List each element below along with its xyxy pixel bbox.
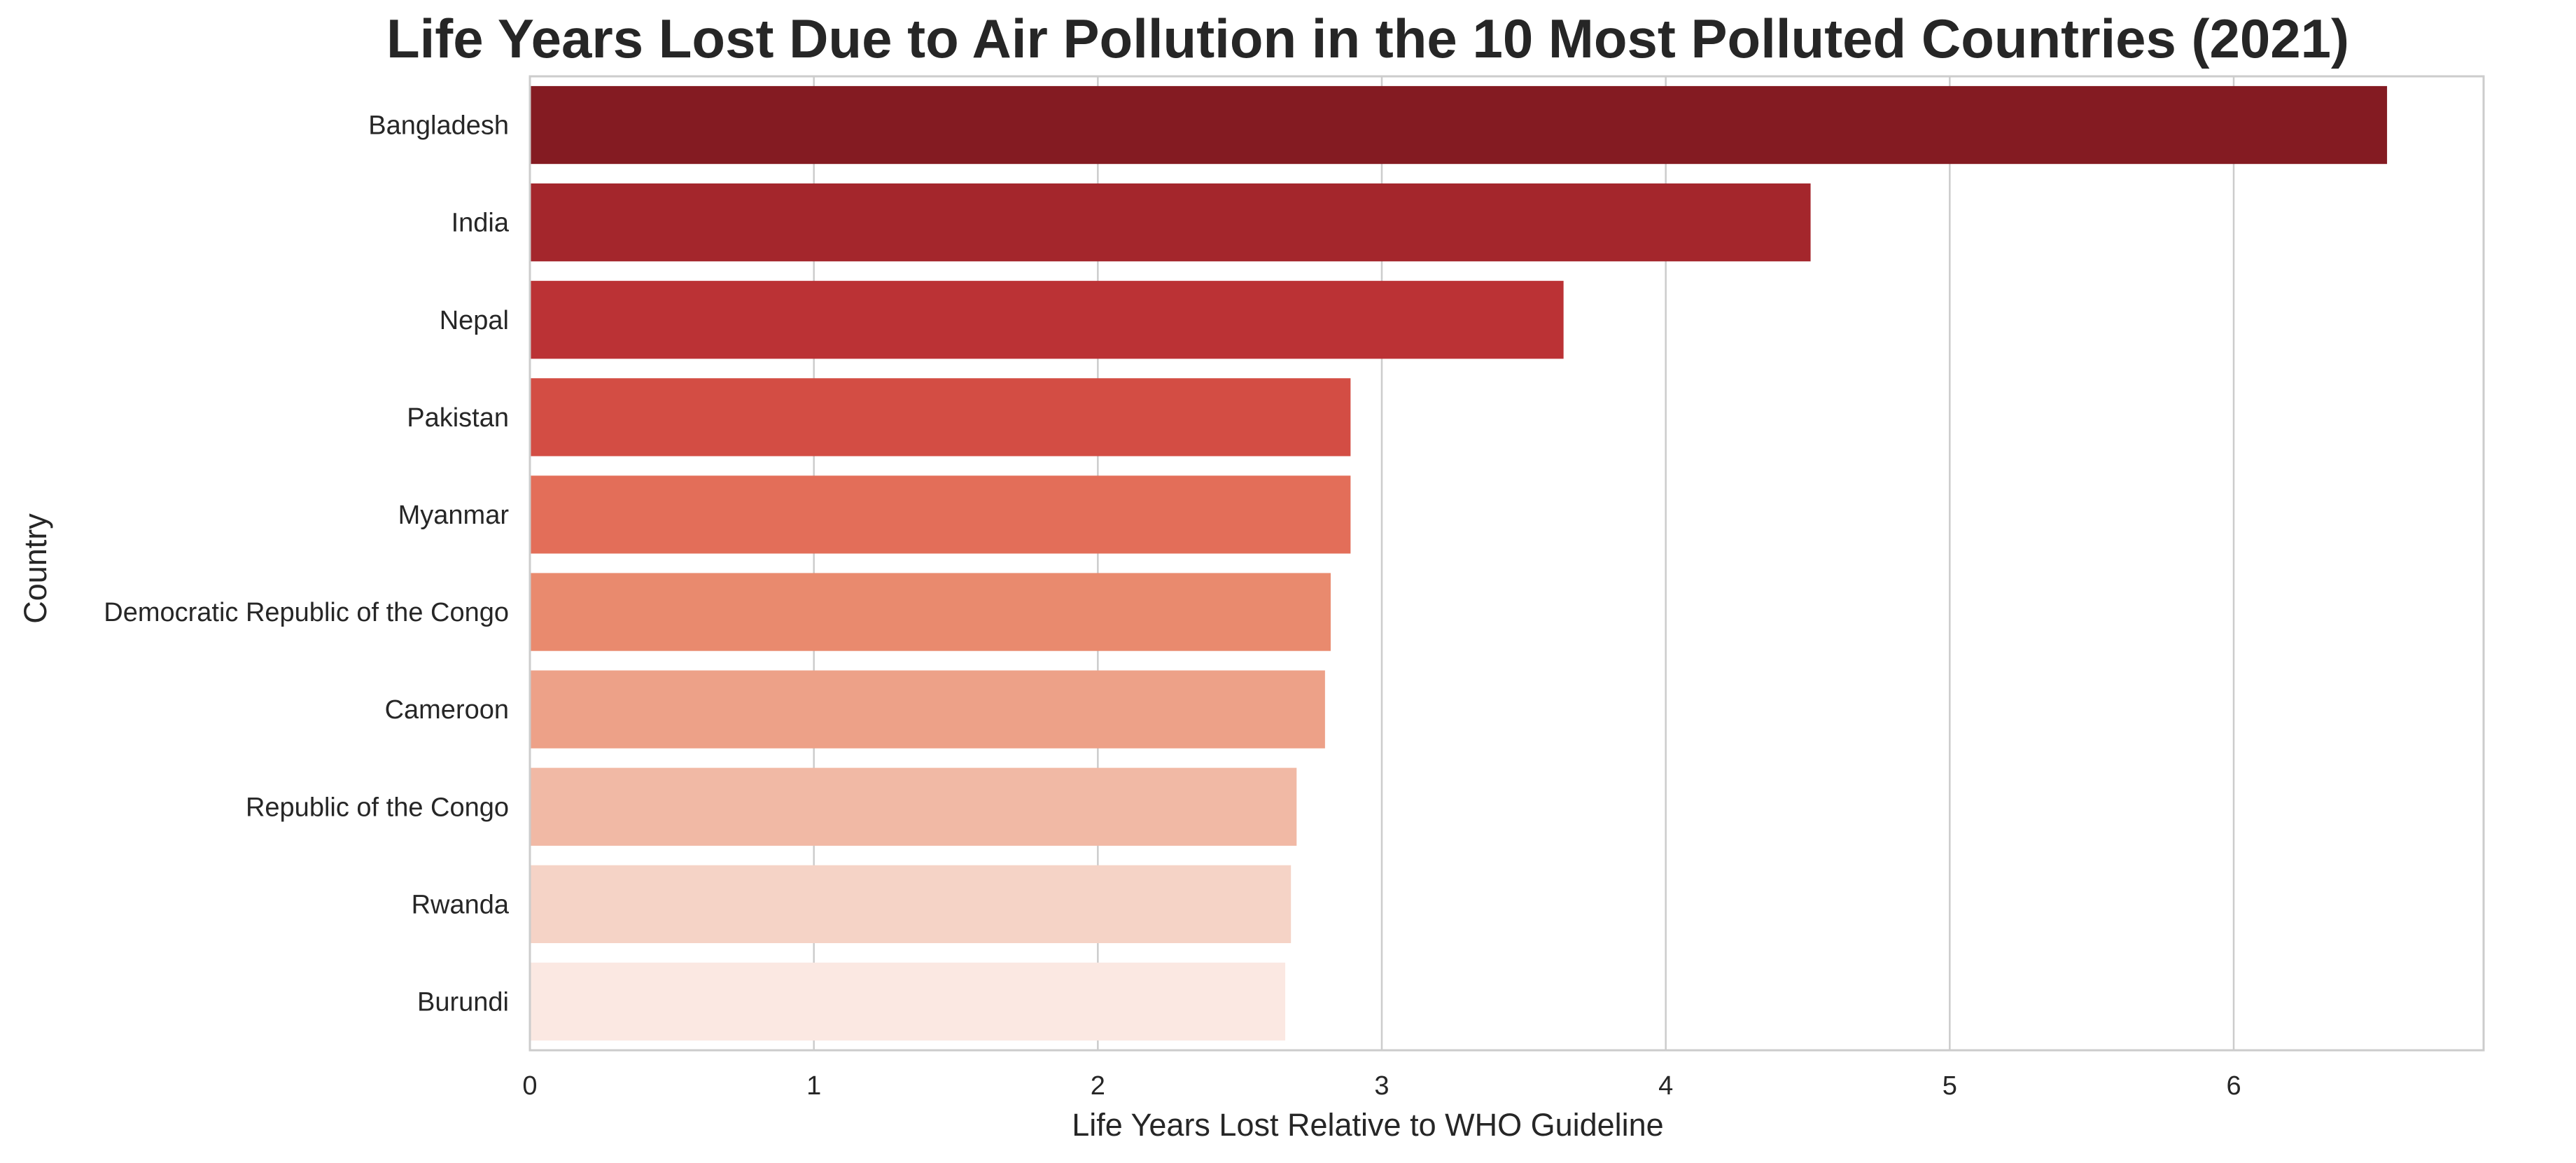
x-tick-label: 0 [522,1071,537,1101]
y-axis-label: Country [18,513,53,624]
y-tick-label: Burundi [417,987,509,1017]
y-tick-labels: Bangladesh India Nepal Pakistan Myanmar Democ… [104,111,510,1017]
x-tick-label: 4 [1658,1071,1673,1101]
bars [530,85,2388,1041]
bar [530,281,1564,359]
y-tick-label: Republic of the Congo [246,793,509,822]
bar [530,670,1325,748]
y-tick-label: Bangladesh [368,111,509,141]
plot-frame [528,75,2485,1052]
bar [530,85,2388,165]
bar [530,573,1331,651]
y-tick-label: Democratic Republic of the Congo [104,598,509,627]
bar [530,767,1297,846]
x-tick-label: 1 [806,1071,821,1101]
x-axis-label: Life Years Lost Relative to WHO Guidelin… [1072,1107,1663,1143]
x-tick-label: 6 [2226,1071,2241,1101]
x-tick-labels: 0 1 2 3 4 5 6 [522,1071,2241,1101]
y-tick-label: Pakistan [407,403,509,433]
x-tick-label: 3 [1374,1071,1389,1101]
y-tick-label: India [451,209,510,238]
bar [530,378,1351,457]
bar [530,865,1292,943]
y-tick-label: Rwanda [412,890,510,919]
bar [530,475,1351,554]
bar [530,962,1286,1041]
y-tick-label: Cameroon [385,695,509,725]
y-tick-label: Nepal [440,306,509,335]
y-tick-label: Myanmar [398,501,510,530]
chart-title: Life Years Lost Due to Air Pollution in … [386,8,2349,69]
x-tick-label: 5 [1942,1071,1957,1101]
bar [530,183,1811,262]
x-tick-label: 2 [1091,1071,1105,1101]
